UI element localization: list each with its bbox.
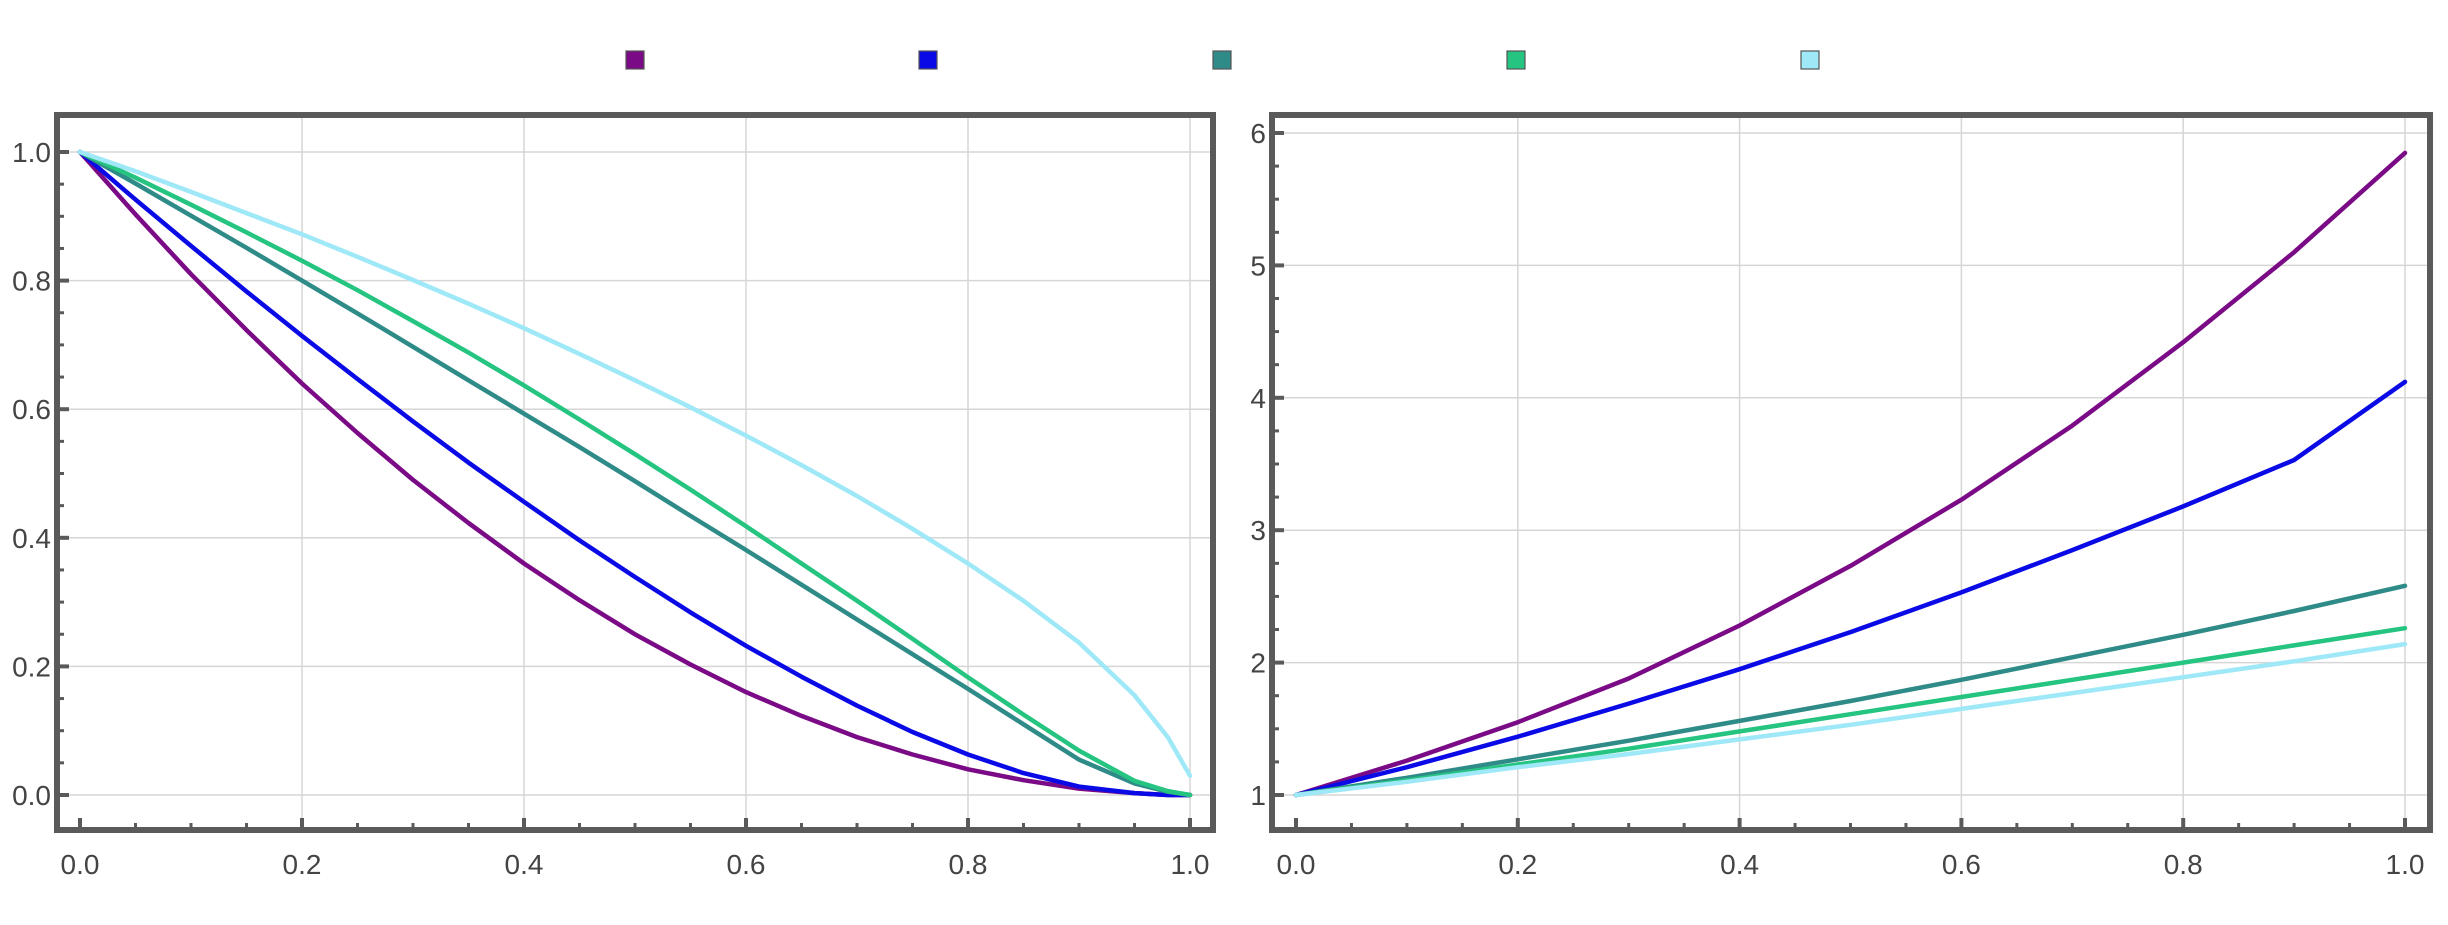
legend-swatch-3 bbox=[1212, 50, 1232, 70]
legend bbox=[625, 50, 1820, 70]
y-tick-label: 2 bbox=[1250, 648, 1266, 679]
y-tick-label: 1.0 bbox=[12, 137, 51, 168]
series-line-5 bbox=[77, 149, 1193, 778]
chart-panel-2: 0.0 0.2 0.4 0.6 0.8 1.0 1 2 3 4 5 6 bbox=[1250, 112, 2433, 880]
x-axis: 0.0 0.2 0.4 0.6 0.8 1.0 bbox=[61, 818, 1210, 880]
y-tick-label: 6 bbox=[1250, 118, 1266, 149]
x-tick-label: 0.8 bbox=[2164, 849, 2203, 880]
x-tick-label: 0.6 bbox=[727, 849, 766, 880]
y-tick-label: 5 bbox=[1250, 250, 1266, 281]
series-line-1 bbox=[77, 149, 1193, 798]
legend-swatch-5 bbox=[1800, 50, 1820, 70]
x-tick-label: 0.0 bbox=[1277, 849, 1316, 880]
series-line-2 bbox=[1293, 379, 2408, 798]
y-tick-label: 0.2 bbox=[12, 651, 51, 682]
x-tick-label: 0.0 bbox=[61, 849, 100, 880]
legend-swatch-1 bbox=[625, 50, 645, 70]
series-lines bbox=[77, 149, 1193, 798]
x-tick-label: 0.6 bbox=[1942, 849, 1981, 880]
series-line-5 bbox=[1293, 641, 2408, 798]
x-tick-label: 0.4 bbox=[505, 849, 544, 880]
y-tick-label: 0.8 bbox=[12, 266, 51, 297]
x-axis: 0.0 0.2 0.4 0.6 0.8 1.0 bbox=[1277, 818, 2425, 880]
gridlines bbox=[57, 115, 1213, 830]
series-line-4 bbox=[77, 149, 1193, 798]
legend-swatch-4 bbox=[1506, 50, 1526, 70]
x-tick-label: 1.0 bbox=[2386, 849, 2425, 880]
series-line-2 bbox=[77, 149, 1193, 798]
y-axis: 0.0 0.2 0.4 0.6 0.8 1.0 bbox=[12, 137, 69, 811]
x-tick-label: 1.0 bbox=[1171, 849, 1210, 880]
series-line-3 bbox=[77, 149, 1193, 798]
x-tick-label: 0.2 bbox=[283, 849, 322, 880]
chart-panel-1: 0.0 0.2 0.4 0.6 0.8 1.0 0.0 0.2 0.4 0.6 0.8 1.0 bbox=[12, 112, 1216, 880]
y-axis: 1 2 3 4 5 6 bbox=[1250, 118, 1284, 811]
legend-swatch-2 bbox=[918, 50, 938, 70]
x-tick-label: 0.2 bbox=[1498, 849, 1537, 880]
y-tick-label: 4 bbox=[1250, 383, 1266, 414]
series-line-3 bbox=[1293, 583, 2408, 798]
x-tick-label: 0.8 bbox=[949, 849, 988, 880]
y-tick-label: 0.4 bbox=[12, 523, 51, 554]
x-tick-label: 0.4 bbox=[1720, 849, 1759, 880]
series-lines bbox=[1293, 150, 2408, 798]
y-tick-label: 0.0 bbox=[12, 780, 51, 811]
y-tick-label: 0.6 bbox=[12, 394, 51, 425]
y-tick-label: 1 bbox=[1250, 780, 1266, 811]
series-line-1 bbox=[1293, 150, 2408, 798]
y-tick-label: 3 bbox=[1250, 515, 1266, 546]
